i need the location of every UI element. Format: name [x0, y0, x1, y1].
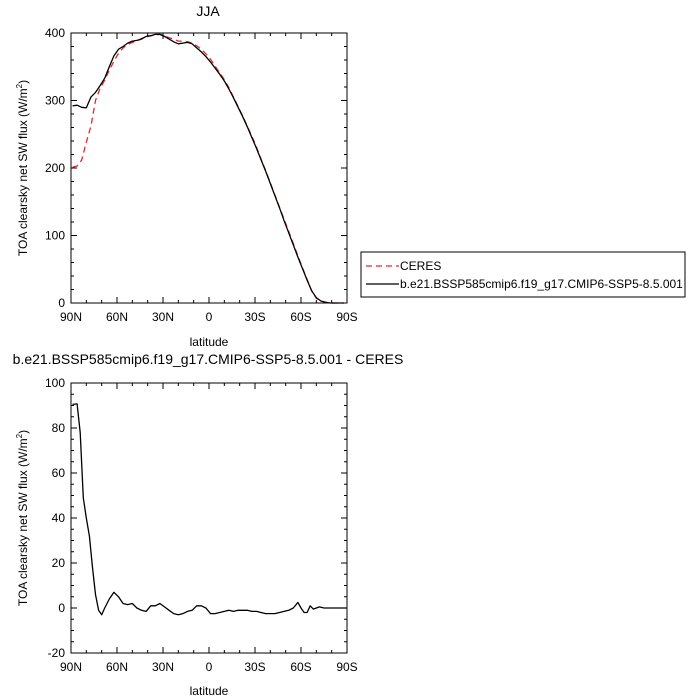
bottom-ytick-label: 40: [52, 511, 66, 525]
top-series-lines: [72, 33, 344, 304]
top-xtick-label: 0: [206, 310, 213, 324]
top-plot: JJA 90N 60N 30N 0 30S 60S 90S 0 100 200 300 400 lat…: [15, 3, 686, 349]
bottom-plot-title: b.e21.BSSP585cmip6.f19_g17.CMIP6-SSP5-8.…: [13, 351, 404, 367]
bottom-xtick-label: 30S: [244, 660, 265, 674]
top-ytick-label: 0: [58, 296, 65, 310]
top-ytick-label: 200: [45, 161, 65, 175]
bottom-series-lines: [72, 403, 347, 616]
bottom-xtick-label: 0: [206, 660, 213, 674]
bottom-series-line-0: [72, 403, 347, 616]
top-ytick-label: 100: [45, 229, 65, 243]
top-ytick-label: 300: [45, 94, 65, 108]
bottom-ytick-label: -20: [48, 646, 66, 660]
bottom-xtick-label: 60N: [106, 660, 128, 674]
bottom-ytick-label: 80: [52, 421, 66, 435]
bottom-ytick-label: 0: [58, 601, 65, 615]
top-xtick-label: 30S: [244, 310, 265, 324]
bottom-axis-ticks: 90N 60N 30N 0 30S 60S 90S -20 0 20 40 60 80 100: [45, 376, 358, 674]
bottom-ytick-label: 60: [52, 466, 66, 480]
bottom-xtick-label: 60S: [290, 660, 311, 674]
top-ylabel: TOA clearsky net SW flux (W/m2): [15, 80, 30, 256]
legend-label-ceres: CERES: [400, 259, 441, 273]
bottom-ytick-label: 100: [45, 376, 65, 390]
legend: CERES b.e21.BSSP585cmip6.f19_g17.CMIP6-S…: [360, 251, 686, 298]
top-xtick-label: 60N: [106, 310, 128, 324]
top-xtick-label: 90N: [60, 310, 82, 324]
top-axis-ticks: 90N 60N 30N 0 30S 60S 90S 0 100 200 300 400: [45, 26, 358, 324]
legend-box: [360, 251, 686, 298]
bottom-xtick-label: 30N: [152, 660, 174, 674]
legend-label-model: b.e21.BSSP585cmip6.f19_g17.CMIP6-SSP5-8.…: [400, 277, 683, 291]
bottom-ylabel: TOA clearsky net SW flux (W/m2): [15, 430, 30, 606]
bottom-ytick-label: 20: [52, 556, 66, 570]
bottom-plot: b.e21.BSSP585cmip6.f19_g17.CMIP6-SSP5-8.…: [13, 351, 404, 698]
top-plot-title: JJA: [196, 3, 220, 19]
top-ytick-label: 400: [45, 26, 65, 40]
bottom-xtick-label: 90S: [336, 660, 357, 674]
bottom-xtick-label: 90N: [60, 660, 82, 674]
top-series-line-0: [72, 33, 344, 304]
top-xtick-label: 30N: [152, 310, 174, 324]
top-plot-frame: [70, 32, 348, 304]
top-series-line-1: [72, 33, 344, 304]
top-xtick-label: 60S: [290, 310, 311, 324]
bottom-xlabel: latitude: [190, 684, 229, 698]
top-xlabel: latitude: [190, 335, 229, 349]
top-xtick-label: 90S: [336, 310, 357, 324]
